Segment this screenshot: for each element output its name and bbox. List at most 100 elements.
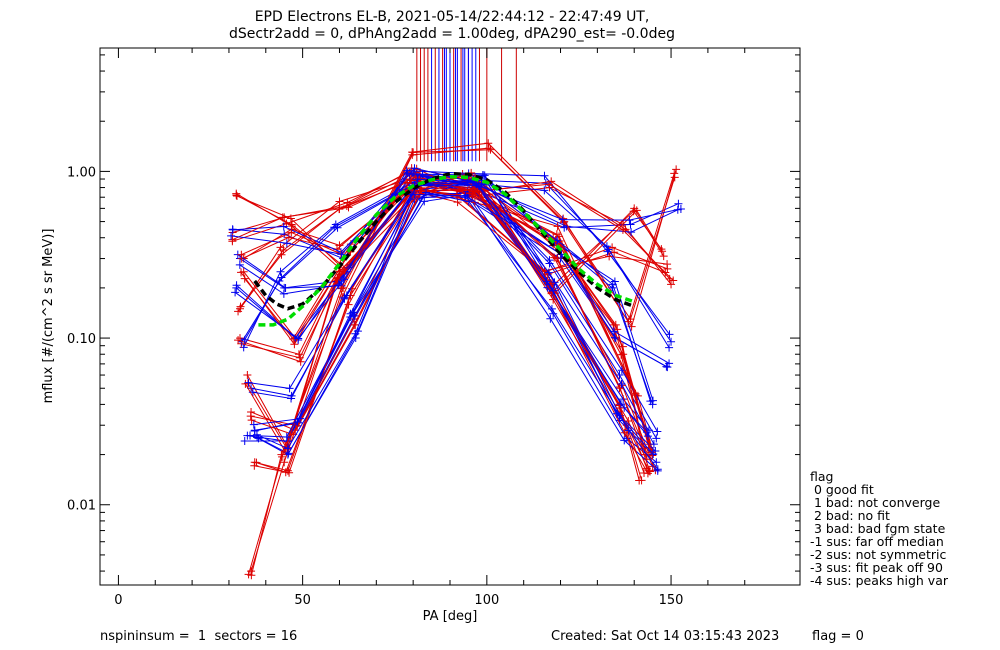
red-track-point — [240, 274, 249, 283]
blue-track-point — [627, 228, 636, 237]
blue-track-point — [246, 431, 255, 440]
red-track-point — [243, 371, 252, 380]
blue-track-point — [279, 222, 288, 231]
blue-track — [249, 179, 649, 438]
blue-track-point — [240, 436, 249, 445]
red-track-point — [284, 233, 293, 242]
y-tick-label: 0.01 — [67, 499, 96, 514]
red-track-point — [277, 250, 286, 259]
red-track-point — [484, 144, 493, 153]
red-track-point — [290, 340, 299, 349]
blue-track-point — [296, 414, 305, 423]
red-track-point — [351, 320, 360, 329]
blue-track-point — [646, 397, 655, 406]
red-track-point — [470, 198, 479, 207]
x-tick-label: 0 — [114, 593, 122, 608]
red-track — [251, 188, 649, 474]
blue-track-point — [410, 164, 419, 173]
blue-track-point — [608, 280, 617, 289]
blue-track-point — [294, 334, 303, 343]
red-track-point — [237, 250, 246, 259]
red-track-point — [643, 469, 652, 478]
blue-track-point — [420, 197, 429, 206]
red-track — [241, 189, 666, 275]
red-track-point — [613, 325, 622, 334]
blue-track-point — [609, 327, 618, 336]
blue-track — [254, 194, 659, 472]
red-track-point — [343, 198, 352, 207]
x-tick-label: 150 — [659, 593, 684, 608]
blue-track-point — [541, 179, 550, 188]
red-track-point — [280, 458, 289, 467]
blue-track-point — [676, 204, 685, 213]
red-track-point — [335, 197, 344, 206]
blue-track-point — [547, 304, 556, 313]
red-track — [241, 180, 651, 445]
red-track — [256, 179, 662, 473]
x-tick-label: 50 — [294, 593, 311, 608]
blue-track-point — [602, 242, 611, 251]
blue-track-point — [275, 276, 284, 285]
blue-track-point — [227, 231, 236, 240]
footer-spin-info: nspininsum = 1 sectors = 16 — [100, 629, 297, 644]
x-axis-label: PA [deg] — [423, 609, 478, 624]
blue-track-point — [649, 450, 658, 459]
chart-title-line2: dSectr2add = 0, dPhAng2add = 1.00deg, dP… — [229, 26, 675, 42]
blue-track-point — [544, 268, 553, 277]
blue-track-point — [545, 256, 554, 265]
red-track-point — [617, 350, 626, 359]
blue-track-point — [244, 378, 253, 387]
red-track-point — [244, 570, 253, 579]
red-track-point — [287, 222, 296, 231]
red-track-point — [553, 254, 562, 263]
red-track-point — [609, 320, 618, 329]
red-track-point — [408, 148, 417, 157]
blue-track — [256, 193, 670, 450]
blue-track-point — [612, 409, 621, 418]
blue-track-point — [608, 283, 617, 292]
blue-track-point — [558, 215, 567, 224]
black-fit-curve — [253, 171, 635, 311]
blue-track-point — [549, 286, 558, 295]
red-track-point — [669, 276, 678, 285]
blue-track-point — [279, 289, 288, 298]
red-track-point — [296, 357, 305, 366]
blue-track-point — [540, 171, 549, 180]
blue-track-point — [252, 430, 261, 439]
red-track-point — [228, 235, 237, 244]
blue-track-point — [283, 444, 292, 453]
red-track — [250, 181, 648, 469]
blue-track — [248, 179, 654, 455]
red-track-point — [618, 342, 627, 351]
red-track-point — [635, 476, 644, 485]
legend-item-4: -1 sus: far off median — [810, 534, 944, 549]
blue-track-point — [540, 186, 549, 195]
blue-track — [237, 170, 670, 335]
red-track-point — [236, 302, 245, 311]
legend-item-3: 3 bad: bad fgm state — [810, 521, 946, 536]
blue-track-point — [553, 236, 562, 245]
red-track-point — [335, 267, 344, 276]
blue-track-point — [228, 225, 237, 234]
blue-track-point — [665, 330, 674, 339]
blue-track-point — [461, 191, 470, 200]
blue-track-point — [643, 432, 652, 441]
blue-track-point — [652, 434, 661, 443]
red-track-point — [632, 206, 641, 215]
red-track-point — [283, 466, 292, 475]
red-track-point — [468, 187, 477, 196]
blue-track-point — [403, 169, 412, 178]
red-track-point — [672, 165, 681, 174]
chart-title-line1: EPD Electrons EL-B, 2021-05-14/22:44:12 … — [255, 9, 650, 25]
blue-track-point — [652, 458, 661, 467]
red-track-point — [624, 317, 633, 326]
blue-track-point — [231, 288, 240, 297]
red-track-point — [631, 389, 640, 398]
red-track-point — [285, 468, 294, 477]
blue-track-point — [287, 394, 296, 403]
x-tick-label: 100 — [474, 593, 499, 608]
red-track — [254, 172, 663, 474]
blue-track-point — [616, 400, 625, 409]
red-track-point — [278, 213, 287, 222]
